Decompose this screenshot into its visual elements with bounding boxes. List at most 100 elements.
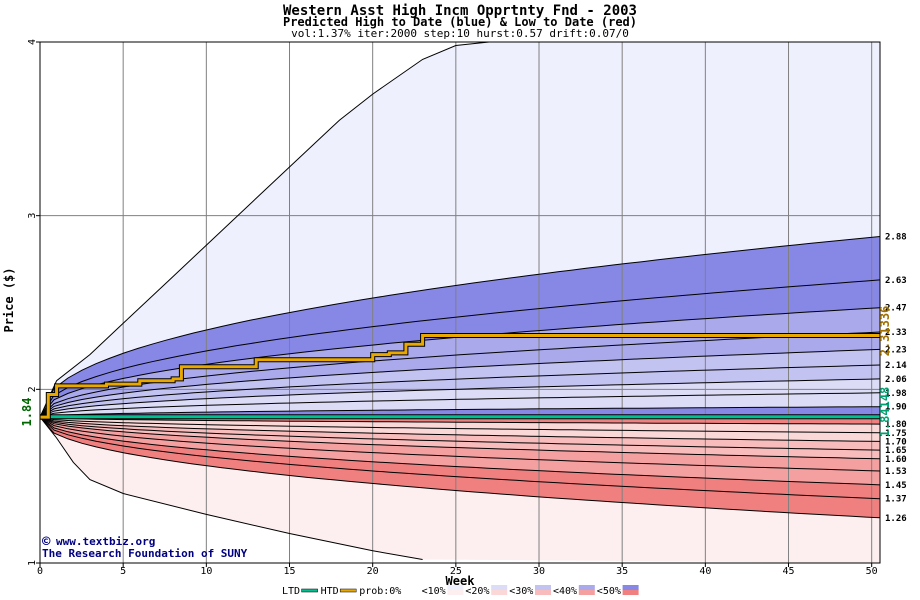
quantile-label-1.90: 1.90	[885, 403, 907, 413]
band-high-7	[40, 236, 880, 418]
band-low-7	[40, 417, 880, 518]
low-quantile-line-0	[39, 416, 881, 425]
low-quantile-line-1	[39, 416, 881, 434]
htd-line	[40, 334, 880, 419]
band-high-outer	[40, 42, 880, 418]
band-low-4	[40, 417, 880, 471]
low-quantile-line-6	[39, 416, 881, 486]
legend-swatch-bottom-2	[403, 590, 420, 595]
quantile-label-1.80: 1.80	[885, 420, 907, 430]
band-low-5	[40, 417, 880, 485]
chart-title: Western Asst High Incm Opprtnty Fnd - 20…	[283, 3, 637, 19]
low-quantile-line-8	[39, 416, 881, 519]
legend-label-2: prob:0%	[359, 586, 401, 597]
legend-swatch-top-7	[622, 585, 639, 590]
band-high-4	[40, 332, 880, 418]
legend-swatch-bottom-6	[578, 590, 595, 595]
quantile-label-1.75: 1.75	[885, 429, 907, 439]
quantile-label-1.70: 1.70	[885, 437, 907, 447]
high-quantile-line-4	[39, 348, 881, 418]
legend-swatch-top-4	[491, 585, 508, 590]
low-quantile-line-7	[39, 416, 881, 500]
quantile-label-1.45: 1.45	[885, 481, 907, 491]
quantile-label-2.63: 2.63	[885, 276, 907, 286]
x-tick-label-5: 5	[120, 566, 126, 577]
x-tick-label-30: 30	[533, 566, 545, 577]
band-low-1	[40, 417, 880, 442]
legend-label-ltd: LTD	[282, 586, 300, 597]
legend-label-5: <30%	[509, 586, 533, 597]
legend-swatch-top-6	[578, 585, 595, 590]
x-tick-label-15: 15	[283, 566, 295, 577]
watermark-org: The Research Foundation of SUNY	[42, 547, 248, 560]
legend-swatch-ltd	[301, 588, 318, 593]
quantile-label-2.14: 2.14	[885, 361, 907, 371]
band-low-6	[40, 417, 880, 499]
y-tick-label-4: 4	[27, 39, 38, 45]
quantile-label-1.37: 1.37	[885, 495, 907, 505]
quantile-label-2.23: 2.23	[885, 345, 907, 355]
chart-params: vol:1.37% iter:2000 step:10 hurst:0.57 d…	[291, 27, 629, 40]
series-lines	[39, 333, 880, 420]
quantile-label-1.98: 1.98	[885, 389, 907, 399]
band-low-outer	[40, 417, 880, 563]
copyright-mark: ©	[42, 534, 51, 550]
high-quantile-line-1	[39, 392, 881, 418]
legend-swatch-bottom-7	[622, 590, 639, 595]
band-high-2	[40, 365, 880, 418]
low-quantile-line-3	[39, 416, 881, 451]
htd-final-label: 2.31336	[878, 306, 892, 357]
x-tick-label-45: 45	[782, 566, 794, 577]
high-quantile-line-0	[39, 406, 881, 418]
x-tick-label-10: 10	[200, 566, 212, 577]
low-envelope-line	[39, 416, 423, 560]
y-tick-label-3: 3	[27, 213, 38, 219]
start-price-label: 1.84	[20, 398, 34, 427]
legend-swatch-bottom-4	[491, 590, 508, 595]
quantile-labels: 1.90 1.98 2.06 2.14 2.23 2.33 2.47 2.63 2.88 1.80…	[885, 233, 907, 524]
legend-swatch-bottom-5	[535, 590, 551, 595]
high-quantile-line-2	[39, 378, 881, 418]
ltd-final-label: 1.84148	[878, 387, 892, 438]
high-quantile-line-7	[39, 279, 881, 418]
legend-swatch-top-3	[447, 585, 464, 590]
x-tick-label-25: 25	[450, 566, 462, 577]
quantile-label-2.88: 2.88	[885, 233, 907, 243]
quantile-label-2.06: 2.06	[885, 375, 907, 385]
x-tick-label-35: 35	[616, 566, 628, 577]
legend-label-7: <50%	[597, 586, 621, 597]
legend-label-3: <10%	[422, 586, 446, 597]
low-quantile-line-5	[39, 416, 881, 472]
x-axis-label: Week	[446, 574, 476, 588]
legend-label-6: <40%	[553, 586, 577, 597]
y-tick-label-2: 2	[27, 386, 38, 392]
band-high-1	[40, 378, 880, 418]
x-tick-label-50: 50	[866, 566, 878, 577]
quantile-label-2.47: 2.47	[885, 304, 907, 314]
quantile-label-1.53: 1.53	[885, 467, 907, 477]
legend-swatch-htd	[339, 588, 357, 593]
x-tick-label-0: 0	[37, 566, 43, 577]
axes: 0 5 10 15 20 25 30 35 40 45 50 1 2 3 4	[27, 39, 881, 577]
high-quantile-line-3	[39, 364, 881, 418]
quantile-label-1.65: 1.65	[885, 446, 907, 456]
legend-label-htd: HTD	[321, 586, 339, 597]
band-high-3	[40, 349, 880, 418]
low-quantile-line-4	[39, 416, 881, 460]
band-high-6	[40, 279, 880, 418]
legend-swatch-top-5	[535, 585, 551, 590]
y-axis-label: Price ($)	[2, 267, 16, 332]
plot-frame	[39, 41, 881, 564]
band-low-2	[40, 417, 880, 451]
quantile-label-1.60: 1.60	[885, 455, 907, 465]
watermark-url: www.textbiz.org	[56, 535, 155, 548]
band-low-3	[40, 417, 880, 459]
x-tick-label-20: 20	[367, 566, 379, 577]
legend-label-4: <20%	[465, 586, 489, 597]
high-quantile-line-8	[39, 236, 881, 418]
chart-subtitle: Predicted High to Date (blue) & Low to D…	[283, 15, 637, 29]
y-tick-label-1: 1	[27, 560, 38, 566]
high-envelope-line	[39, 41, 490, 418]
quantile-label-2.33: 2.33	[885, 328, 907, 338]
